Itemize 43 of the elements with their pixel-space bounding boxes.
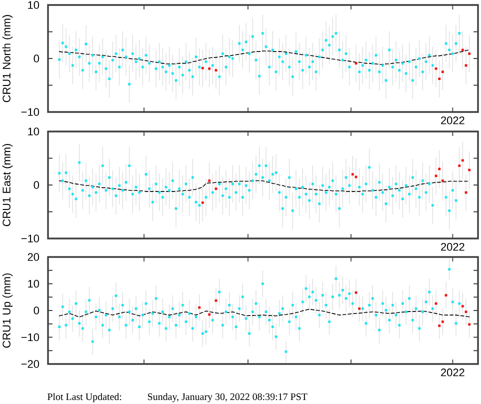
y-tick-label: −10 bbox=[21, 234, 40, 242]
point bbox=[441, 70, 444, 74]
point bbox=[208, 313, 211, 316]
point bbox=[358, 307, 361, 310]
y-tick-label: 10 bbox=[28, 280, 40, 288]
point bbox=[434, 302, 438, 305]
point bbox=[461, 48, 464, 52]
point bbox=[468, 52, 471, 55]
y-tick-label: −10 bbox=[21, 333, 40, 342]
point bbox=[214, 299, 218, 302]
y-axis-title: CRU1 North (mm) bbox=[2, 15, 13, 102]
point bbox=[438, 78, 441, 80]
y-tick-label: −20 bbox=[21, 360, 40, 368]
y-tick-label: 10 bbox=[28, 1, 40, 9]
y-tick-label: 0 bbox=[34, 181, 40, 189]
point bbox=[354, 62, 358, 65]
y-tick-label: 20 bbox=[28, 253, 40, 261]
point bbox=[464, 191, 468, 194]
x-tick-label: 2022 bbox=[441, 243, 464, 251]
point bbox=[468, 168, 471, 172]
y-tick-label: 10 bbox=[28, 128, 40, 136]
point bbox=[461, 159, 464, 162]
point bbox=[201, 201, 204, 204]
point bbox=[354, 291, 358, 294]
point bbox=[464, 310, 468, 314]
point bbox=[468, 323, 471, 326]
point bbox=[354, 176, 358, 178]
point bbox=[198, 306, 201, 309]
point bbox=[438, 168, 441, 170]
y-tick-label: 0 bbox=[34, 54, 40, 62]
point bbox=[464, 64, 468, 67]
point bbox=[434, 174, 438, 178]
y-tick-label: −10 bbox=[21, 108, 40, 116]
y-axis-title: CRU1 Up (mm) bbox=[2, 273, 13, 348]
y-tick-label: 0 bbox=[34, 306, 40, 314]
text: Sunday, January 30, 2022 08:39:17 PST bbox=[148, 393, 308, 402]
x-tick-label: 2022 bbox=[441, 368, 464, 376]
text: Plot Last Updated: bbox=[47, 393, 122, 402]
point bbox=[208, 67, 211, 70]
y-axis-title: CRU1 East (mm) bbox=[2, 144, 13, 226]
point bbox=[201, 66, 204, 70]
point bbox=[434, 67, 438, 70]
x-tick-label: 2022 bbox=[441, 116, 464, 124]
